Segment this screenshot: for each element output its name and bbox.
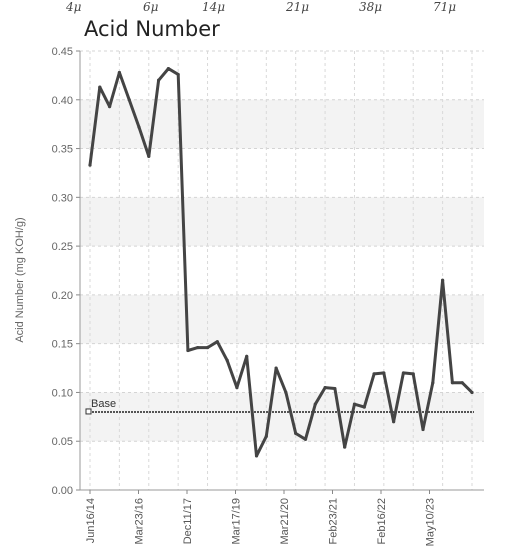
grid-band bbox=[80, 197, 484, 247]
x-tick-label: May10/23 bbox=[425, 498, 437, 546]
data-point bbox=[205, 345, 210, 350]
data-point bbox=[235, 385, 239, 390]
grid-band bbox=[80, 99, 484, 149]
data-point bbox=[421, 427, 425, 432]
x-tick-label: Mar21/20 bbox=[279, 498, 291, 544]
data-point bbox=[215, 340, 219, 344]
y-tick-label: 0.45 bbox=[52, 46, 73, 58]
data-point bbox=[450, 381, 455, 385]
y-tick-label: 0.20 bbox=[52, 290, 73, 302]
y-tick-label: 0.10 bbox=[52, 387, 73, 399]
data-point bbox=[392, 420, 396, 424]
data-point bbox=[156, 78, 161, 82]
grid-band bbox=[80, 294, 484, 344]
x-tick-label: Jun16/14 bbox=[85, 498, 97, 543]
x-tick-label: Mar23/16 bbox=[134, 498, 146, 544]
data-point bbox=[460, 381, 464, 385]
y-tick-label: 0.40 bbox=[52, 95, 73, 107]
data-point bbox=[323, 385, 327, 390]
data-point bbox=[401, 371, 406, 375]
top-scale-label: 71μ bbox=[433, 0, 457, 14]
top-scale: 4μ 6μ 14μ 21μ 38μ 71μ bbox=[0, 0, 508, 16]
data-point bbox=[284, 390, 288, 395]
series-line bbox=[88, 67, 474, 458]
data-point bbox=[333, 386, 337, 391]
data-point bbox=[431, 381, 435, 385]
x-tick-label: Feb16/22 bbox=[376, 498, 388, 544]
data-point bbox=[313, 402, 317, 406]
x-tick-label: Mar17/19 bbox=[231, 498, 243, 544]
y-tick-label: 0.00 bbox=[52, 485, 73, 497]
y-tick-label: 0.30 bbox=[52, 192, 73, 204]
grid-band bbox=[80, 392, 484, 442]
y-tick-label: 0.25 bbox=[52, 241, 73, 253]
data-point bbox=[107, 105, 112, 109]
baseline-marker bbox=[85, 408, 92, 415]
data-point bbox=[225, 358, 229, 362]
data-point bbox=[362, 405, 366, 409]
data-point bbox=[196, 345, 200, 350]
x-tick-label: Dec11/17 bbox=[182, 498, 194, 544]
data-point bbox=[264, 434, 268, 438]
data-point bbox=[147, 154, 151, 158]
top-scale-label: 21μ bbox=[286, 0, 310, 14]
top-scale-label: 14μ bbox=[202, 0, 226, 14]
baseline-label: Base bbox=[91, 398, 116, 410]
data-point bbox=[166, 66, 170, 71]
data-point bbox=[127, 98, 131, 102]
data-point bbox=[245, 354, 249, 358]
data-point bbox=[254, 454, 259, 458]
data-point bbox=[470, 390, 474, 395]
y-tick-label: 0.15 bbox=[52, 339, 73, 351]
data-point bbox=[411, 372, 415, 376]
data-point bbox=[441, 278, 445, 282]
data-point bbox=[137, 125, 141, 129]
data-point bbox=[294, 431, 298, 436]
x-tick-label: Feb23/21 bbox=[328, 498, 340, 544]
top-scale-label: 38μ bbox=[359, 0, 383, 14]
data-point bbox=[88, 163, 92, 167]
top-scale-label: 4μ bbox=[66, 0, 82, 14]
data-point bbox=[274, 366, 278, 370]
data-point bbox=[343, 445, 347, 449]
data-point bbox=[98, 85, 102, 89]
data-point bbox=[303, 437, 308, 441]
data-point bbox=[186, 348, 190, 353]
data-point bbox=[352, 402, 357, 406]
chart-title: Acid Number bbox=[84, 17, 220, 41]
top-scale-label: 6μ bbox=[143, 0, 159, 14]
data-point bbox=[176, 72, 180, 77]
data-point bbox=[382, 371, 386, 375]
y-tick-label: 0.35 bbox=[52, 144, 73, 156]
y-tick-label: 0.05 bbox=[52, 436, 73, 448]
data-point bbox=[372, 372, 376, 376]
data-point bbox=[117, 70, 121, 75]
